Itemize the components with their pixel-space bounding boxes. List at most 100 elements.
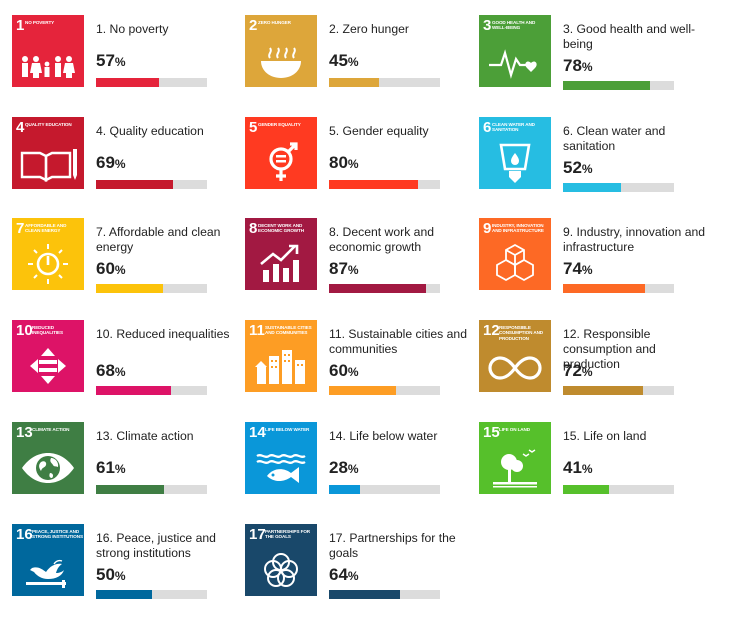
goal-tile-number: 16 [16,526,33,543]
goal-percentage-value: 69 [96,153,115,172]
goal-tile: 3 GOOD HEALTH AND WELL-BEING [479,15,551,87]
goal-percentage: 78% [563,56,593,77]
goal-tile-number: 5 [249,119,258,136]
goal-tile: 14 LIFE BELOW WATER [245,422,317,494]
progress-track [96,386,207,395]
goal-label: 6. Clean water and sanitation [563,124,666,153]
goal-tile-number: 3 [483,17,492,34]
progress-fill [329,180,418,189]
goal-label: 3. Good health and well-being [563,22,696,51]
power-sun-icon [28,244,68,284]
progress-fill [563,386,643,395]
goal-tile-caption: PARTNERSHIPS FOR THE GOALS [265,529,311,540]
progress-track [96,284,207,293]
goal-percentage: 50% [96,565,126,586]
goal-tile: 5 GENDER EQUALITY [245,117,317,189]
goal-label: 5. Gender equality [329,124,429,138]
progress-fill [563,183,621,192]
goal-tile-number: 1 [16,17,25,34]
goal-card-14: 14 LIFE BELOW WATER 14. Life below water 28… [245,422,475,502]
eye-globe-icon [22,453,74,483]
goal-percentage-value: 45 [329,51,348,70]
goal-tile: 13 CLIMATE ACTION [12,422,84,494]
goal-tile: 7 AFFORDABLE AND CLEAN ENERGY [12,218,84,290]
progress-track [563,183,674,192]
goal-percentage: 41% [563,458,593,479]
goal-card-16: 16 PEACE, JUSTICE AND STRONG INSTITUTIONS… [12,524,242,604]
goal-label: 10. Reduced inequalities [96,327,230,341]
percent-symbol: % [347,157,359,171]
percent-symbol: % [347,365,359,379]
goal-percentage-value: 41 [563,458,582,477]
rings-icon [264,553,298,587]
goal-card-15: 15 LIFE ON LAND 15. Life on land 41% [479,422,709,502]
goal-percentage: 57% [96,51,126,72]
goal-tile-caption: LIFE ON LAND [499,427,530,432]
goal-label: 8. Decent work and economic growth [329,225,435,254]
goal-percentage: 72% [563,361,593,382]
goal-percentage-value: 72 [563,361,582,380]
progress-track [563,81,674,90]
goal-percentage: 61% [96,458,126,479]
goal-card-6: 6 CLEAN WATER AND SANITATION 6. Clean wate… [479,117,709,197]
percent-symbol: % [347,55,359,69]
goal-card-5: 5 GENDER EQUALITY 5. Gender equality 80% [245,117,475,197]
percent-symbol: % [347,263,359,277]
goal-percentage: 68% [96,361,126,382]
progress-fill [329,590,400,599]
goal-percentage-value: 52 [563,158,582,177]
percent-symbol: % [114,365,126,379]
goal-tile-number: 15 [483,424,500,441]
percent-symbol: % [347,569,359,583]
progress-track [329,590,440,599]
goal-tile-number: 2 [249,17,258,34]
heartbeat-icon [489,49,537,79]
goal-tile-number: 17 [249,526,266,543]
bowl-icon [261,47,301,78]
goal-percentage: 69% [96,153,126,174]
goal-tile-caption: LIFE BELOW WATER [265,427,310,432]
goal-label: 16. Peace, justice and strong institutio… [96,531,216,560]
progress-fill [96,590,152,599]
goal-card-11: 11 SUSTAINABLE CITIES AND COMMUNITIES 11. … [245,320,475,400]
progress-fill [563,284,645,293]
goal-label: 11. Sustainable cities and communities [329,327,467,356]
progress-fill [96,180,173,189]
progress-track [96,590,207,599]
goal-tile-caption: NO POVERTY [25,20,55,25]
goal-card-10: 10 REDUCED INEQUALITIES 10. Reduced inequa… [12,320,242,400]
water-glass-icon [499,143,531,183]
percent-symbol: % [581,462,593,476]
progress-fill [563,81,650,90]
goal-percentage: 60% [329,361,359,382]
goal-tile: 17 PARTNERSHIPS FOR THE GOALS [245,524,317,596]
goal-tile: 2 ZERO HUNGER [245,15,317,87]
progress-track [96,485,207,494]
goal-tile: 15 LIFE ON LAND [479,422,551,494]
progress-fill [329,485,360,494]
goal-tile-caption: ZERO HUNGER [258,20,291,25]
percent-symbol: % [114,462,126,476]
goal-percentage: 60% [96,259,126,280]
progress-track [96,180,207,189]
goal-label: 2. Zero hunger [329,22,409,36]
progress-track [329,180,440,189]
goal-tile-number: 4 [16,119,25,136]
goal-label: 1. No poverty [96,22,169,36]
dove-icon [26,559,66,588]
progress-fill [329,284,426,293]
goal-tile-number: 8 [249,220,258,237]
goal-tile-caption: REDUCED INEQUALITIES [32,325,63,336]
growth-chart-icon [260,244,299,282]
goal-tile-caption: PEACE, JUSTICE AND STRONG INSTITUTIONS [32,529,83,540]
goal-percentage-value: 80 [329,153,348,172]
goal-tile-caption: DECENT WORK AND ECONOMIC GROWTH [258,223,304,234]
goal-percentage: 45% [329,51,359,72]
percent-symbol: % [114,55,126,69]
gender-icon [269,142,298,181]
progress-fill [563,485,609,494]
goal-tile-caption: SUSTAINABLE CITIES AND COMMUNITIES [265,325,312,336]
goal-percentage-value: 60 [96,259,115,278]
goal-tile: 4 QUALITY EDUCATION [12,117,84,189]
